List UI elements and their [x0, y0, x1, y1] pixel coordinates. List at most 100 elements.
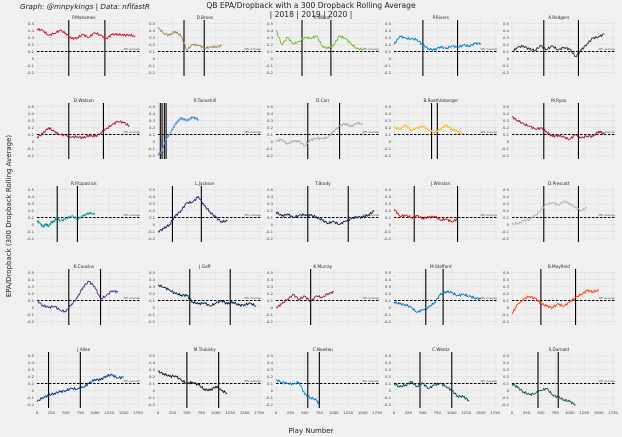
y-tick-label: -0.1	[502, 312, 510, 317]
y-tick-label: 0.4	[267, 360, 274, 365]
y-tick-label: 0.2	[28, 42, 35, 47]
reference-label: NFL Average	[599, 47, 616, 51]
data-series-line	[36, 373, 124, 402]
data-series-line	[36, 27, 136, 40]
data-series-line	[36, 280, 119, 313]
y-tick-label: -0.2	[27, 153, 35, 158]
data-series-line	[157, 27, 222, 51]
y-tick-label: 0	[271, 56, 274, 61]
panel-r-wilson: -0.2 -0.1 0 0.1 0.2 0.3 0.4 0.5 NFL Average R.Wil…	[266, 15, 380, 76]
data-series-line	[393, 35, 482, 51]
panel-title: L.Jackson	[195, 181, 215, 186]
y-tick-label: 0.4	[28, 194, 35, 199]
y-tick-label: -0.1	[148, 63, 156, 68]
y-tick-label: 0	[507, 139, 510, 144]
x-tick-label: 750	[434, 410, 442, 415]
y-tick-label: 0.5	[267, 353, 274, 358]
y-tick-label: 0.3	[385, 35, 392, 40]
y-tick-label: 0.3	[149, 367, 156, 372]
y-tick-label: 0.1	[503, 49, 510, 54]
x-tick-label: 1750	[133, 410, 143, 415]
x-tick-label: 1500	[119, 410, 129, 415]
panel-a-rodgers: -0.2 -0.1 0 0.1 0.2 0.3 0.4 0.5 NFL Average A.Rod…	[502, 15, 616, 76]
y-tick-label: 0.3	[503, 35, 510, 40]
reference-label: NFL Average	[363, 213, 380, 217]
panel-l-jackson: -0.2 -0.1 0 0.1 0.2 0.3 0.4 0.5 NFL Average L.Jac…	[148, 181, 262, 242]
y-tick-label: 0	[153, 139, 156, 144]
y-tick-label: 0.3	[385, 118, 392, 123]
y-tick-label: 0.2	[503, 42, 510, 47]
y-tick-label: -0.1	[27, 229, 35, 234]
y-tick-label: 0.5	[149, 270, 156, 275]
y-tick-label: 0.2	[503, 374, 510, 379]
y-tick-label: 0.5	[503, 187, 510, 192]
y-tick-label: -0.1	[27, 312, 35, 317]
y-tick-label: -0.1	[266, 229, 274, 234]
y-tick-label: 0.2	[267, 125, 274, 130]
y-tick-label: 0.3	[267, 35, 274, 40]
y-tick-label: 0.4	[149, 28, 156, 33]
x-tick-label: 1750	[608, 410, 618, 415]
panel-title: B.Mayfield	[548, 264, 570, 269]
panel-d-brees: -0.2 -0.1 0 0.1 0.2 0.3 0.4 0.5 NFL Average D.Bre…	[148, 15, 262, 76]
y-tick-label: -0.1	[384, 63, 392, 68]
y-tick-label: 0.4	[503, 28, 510, 33]
y-tick-label: 0.1	[267, 132, 274, 137]
panel-m-trubisky: -0.2 -0.1 0 0.1 0.2 0.3 0.4 0.5 0 250 500 750 1000 12…	[148, 347, 265, 415]
reference-label: NFL Average	[363, 130, 380, 134]
y-tick-label: 0.2	[267, 208, 274, 213]
x-tick-label: 250	[523, 410, 531, 415]
panel-title: M.Trubisky	[194, 347, 217, 352]
x-tick-label: 250	[169, 410, 177, 415]
y-tick-label: 0.2	[503, 208, 510, 213]
reference-label: NFL Average	[599, 130, 616, 134]
y-tick-label: 0.1	[267, 381, 274, 386]
panel-m-ryan: -0.2 -0.1 0 0.1 0.2 0.3 0.4 0.5 NFL Average M.Rya…	[502, 98, 616, 159]
y-tick-label: 0	[389, 56, 392, 61]
y-tick-label: 0.1	[385, 298, 392, 303]
y-tick-label: 0	[32, 388, 35, 393]
y-tick-label: 0.3	[28, 201, 35, 206]
panel-d-prescott: -0.2 -0.1 0 0.1 0.2 0.3 0.4 0.5 NFL Average D.Pre…	[502, 181, 616, 242]
y-tick-label: 0.1	[267, 298, 274, 303]
y-tick-label: 0.2	[28, 208, 35, 213]
y-tick-label: 0	[389, 388, 392, 393]
y-tick-label: -0.1	[27, 63, 35, 68]
y-tick-label: 0.3	[385, 367, 392, 372]
y-tick-label: 0.1	[28, 215, 35, 220]
y-tick-label: -0.1	[148, 146, 156, 151]
y-tick-label: 0.4	[149, 277, 156, 282]
y-tick-label: 0.5	[149, 104, 156, 109]
y-tick-label: 0.5	[385, 270, 392, 275]
y-tick-label: 0.3	[149, 35, 156, 40]
y-tick-label: 0.3	[267, 284, 274, 289]
x-tick-label: 1500	[476, 410, 486, 415]
y-tick-label: 0.4	[28, 360, 35, 365]
y-tick-label: -0.1	[27, 395, 35, 400]
y-tick-label: -0.2	[384, 402, 392, 407]
x-tick-label: 0	[157, 410, 160, 415]
y-tick-label: -0.2	[266, 402, 274, 407]
panel-title: C.Newton	[313, 347, 334, 352]
y-tick-label: -0.1	[384, 312, 392, 317]
y-tick-label: 0.2	[385, 125, 392, 130]
y-tick-label: 0.1	[385, 49, 392, 54]
data-series-line	[511, 383, 576, 406]
y-tick-label: 0	[271, 305, 274, 310]
x-tick-label: 1500	[240, 410, 250, 415]
y-tick-label: 0.3	[385, 201, 392, 206]
y-tick-label: 0.5	[267, 104, 274, 109]
y-tick-label: 0	[507, 222, 510, 227]
y-tick-label: 0	[507, 305, 510, 310]
y-tick-label: 0	[153, 305, 156, 310]
x-tick-label: 0	[275, 410, 278, 415]
y-tick-label: 0.4	[28, 111, 35, 116]
panel-t-brady: -0.2 -0.1 0 0.1 0.2 0.3 0.4 0.5 NFL Average T.Bra…	[266, 181, 380, 242]
y-tick-label: 0	[507, 56, 510, 61]
panel-title: P.Mahomes	[72, 15, 95, 20]
y-tick-label: 0	[389, 139, 392, 144]
y-tick-label: 0.2	[267, 42, 274, 47]
reference-label: NFL Average	[481, 296, 498, 300]
